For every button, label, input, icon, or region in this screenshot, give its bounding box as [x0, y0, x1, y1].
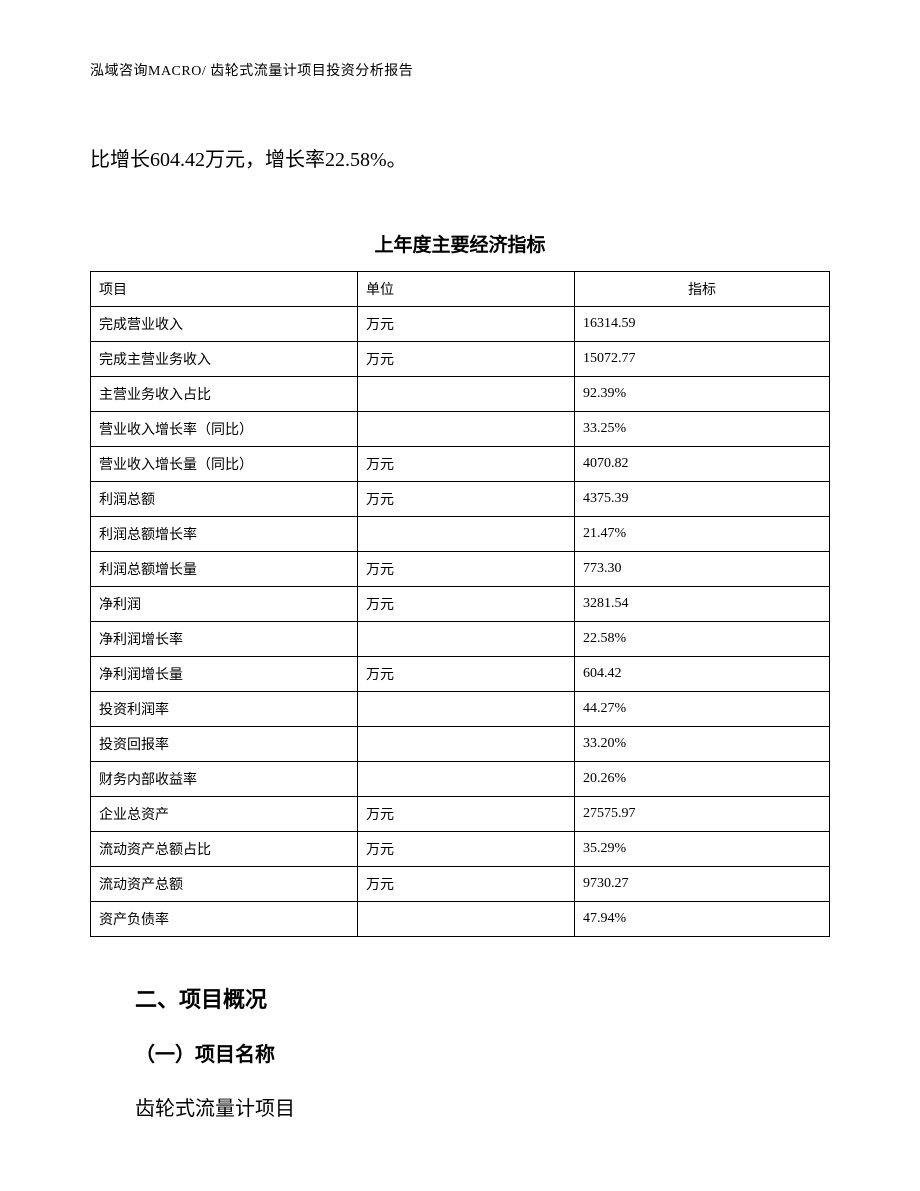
cell-unit: 万元 — [358, 342, 575, 377]
cell-project: 财务内部收益率 — [91, 762, 358, 797]
cell-value: 20.26% — [575, 762, 830, 797]
cell-unit: 万元 — [358, 552, 575, 587]
cell-unit: 万元 — [358, 482, 575, 517]
table-row: 资产负债率 47.94% — [91, 902, 830, 937]
cell-value: 16314.59 — [575, 307, 830, 342]
table-row: 净利润增长率 22.58% — [91, 622, 830, 657]
cell-unit — [358, 692, 575, 727]
cell-unit: 万元 — [358, 832, 575, 867]
table-row: 流动资产总额占比万元35.29% — [91, 832, 830, 867]
cell-value: 3281.54 — [575, 587, 830, 622]
cell-value: 27575.97 — [575, 797, 830, 832]
cell-project: 利润总额增长量 — [91, 552, 358, 587]
cell-unit: 万元 — [358, 657, 575, 692]
table-row: 主营业务收入占比 92.39% — [91, 377, 830, 412]
cell-value: 4375.39 — [575, 482, 830, 517]
cell-value: 9730.27 — [575, 867, 830, 902]
cell-project: 主营业务收入占比 — [91, 377, 358, 412]
cell-project: 投资回报率 — [91, 727, 358, 762]
cell-value: 33.25% — [575, 412, 830, 447]
cell-value: 15072.77 — [575, 342, 830, 377]
cell-unit — [358, 622, 575, 657]
cell-project: 净利润 — [91, 587, 358, 622]
table-row: 企业总资产万元27575.97 — [91, 797, 830, 832]
cell-unit: 万元 — [358, 797, 575, 832]
page-container: 泓域咨询MACRO/ 齿轮式流量计项目投资分析报告 比增长604.42万元，增长… — [0, 0, 920, 1191]
cell-unit: 万元 — [358, 307, 575, 342]
table-row: 利润总额增长量万元773.30 — [91, 552, 830, 587]
cell-project: 净利润增长量 — [91, 657, 358, 692]
table-row: 投资利润率 44.27% — [91, 692, 830, 727]
cell-value: 92.39% — [575, 377, 830, 412]
cell-unit — [358, 727, 575, 762]
cell-project: 利润总额 — [91, 482, 358, 517]
table-row: 完成营业收入万元16314.59 — [91, 307, 830, 342]
cell-project: 营业收入增长量（同比） — [91, 447, 358, 482]
table-row: 利润总额万元4375.39 — [91, 482, 830, 517]
table-header-row: 项目 单位 指标 — [91, 272, 830, 307]
cell-value: 44.27% — [575, 692, 830, 727]
cell-project: 流动资产总额 — [91, 867, 358, 902]
cell-project: 营业收入增长率（同比） — [91, 412, 358, 447]
section-subheading-project-name: （一）项目名称 — [135, 1038, 830, 1067]
table-row: 利润总额增长率 21.47% — [91, 517, 830, 552]
table-row: 完成主营业务收入万元15072.77 — [91, 342, 830, 377]
cell-unit — [358, 902, 575, 937]
cell-project: 完成主营业务收入 — [91, 342, 358, 377]
cell-unit: 万元 — [358, 587, 575, 622]
cell-unit — [358, 517, 575, 552]
cell-value: 33.20% — [575, 727, 830, 762]
table-header-value: 指标 — [575, 272, 830, 307]
table-row: 营业收入增长率（同比） 33.25% — [91, 412, 830, 447]
cell-project: 资产负债率 — [91, 902, 358, 937]
cell-unit: 万元 — [358, 447, 575, 482]
cell-project: 投资利润率 — [91, 692, 358, 727]
cell-project: 企业总资产 — [91, 797, 358, 832]
page-header: 泓域咨询MACRO/ 齿轮式流量计项目投资分析报告 — [90, 60, 830, 80]
cell-value: 773.30 — [575, 552, 830, 587]
table-row: 净利润万元3281.54 — [91, 587, 830, 622]
section-heading-project-overview: 二、项目概况 — [135, 982, 830, 1014]
table-row: 净利润增长量万元604.42 — [91, 657, 830, 692]
cell-value: 47.94% — [575, 902, 830, 937]
cell-project: 流动资产总额占比 — [91, 832, 358, 867]
cell-unit — [358, 762, 575, 797]
economic-indicators-table: 项目 单位 指标 完成营业收入万元16314.59 完成主营业务收入万元1507… — [90, 271, 830, 937]
table-header-project: 项目 — [91, 272, 358, 307]
table-row: 营业收入增长量（同比）万元4070.82 — [91, 447, 830, 482]
cell-unit — [358, 412, 575, 447]
table-row: 财务内部收益率 20.26% — [91, 762, 830, 797]
cell-project: 净利润增长率 — [91, 622, 358, 657]
cell-unit — [358, 377, 575, 412]
cell-value: 604.42 — [575, 657, 830, 692]
table-body: 完成营业收入万元16314.59 完成主营业务收入万元15072.77 主营业务… — [91, 307, 830, 937]
intro-paragraph: 比增长604.42万元，增长率22.58%。 — [90, 140, 830, 180]
table-header-unit: 单位 — [358, 272, 575, 307]
cell-value: 21.47% — [575, 517, 830, 552]
table-row: 投资回报率 33.20% — [91, 727, 830, 762]
cell-project: 利润总额增长率 — [91, 517, 358, 552]
table-row: 流动资产总额万元9730.27 — [91, 867, 830, 902]
cell-value: 35.29% — [575, 832, 830, 867]
cell-value: 22.58% — [575, 622, 830, 657]
project-name-text: 齿轮式流量计项目 — [135, 1089, 830, 1129]
cell-project: 完成营业收入 — [91, 307, 358, 342]
cell-value: 4070.82 — [575, 447, 830, 482]
cell-unit: 万元 — [358, 867, 575, 902]
table-title: 上年度主要经济指标 — [90, 230, 830, 257]
